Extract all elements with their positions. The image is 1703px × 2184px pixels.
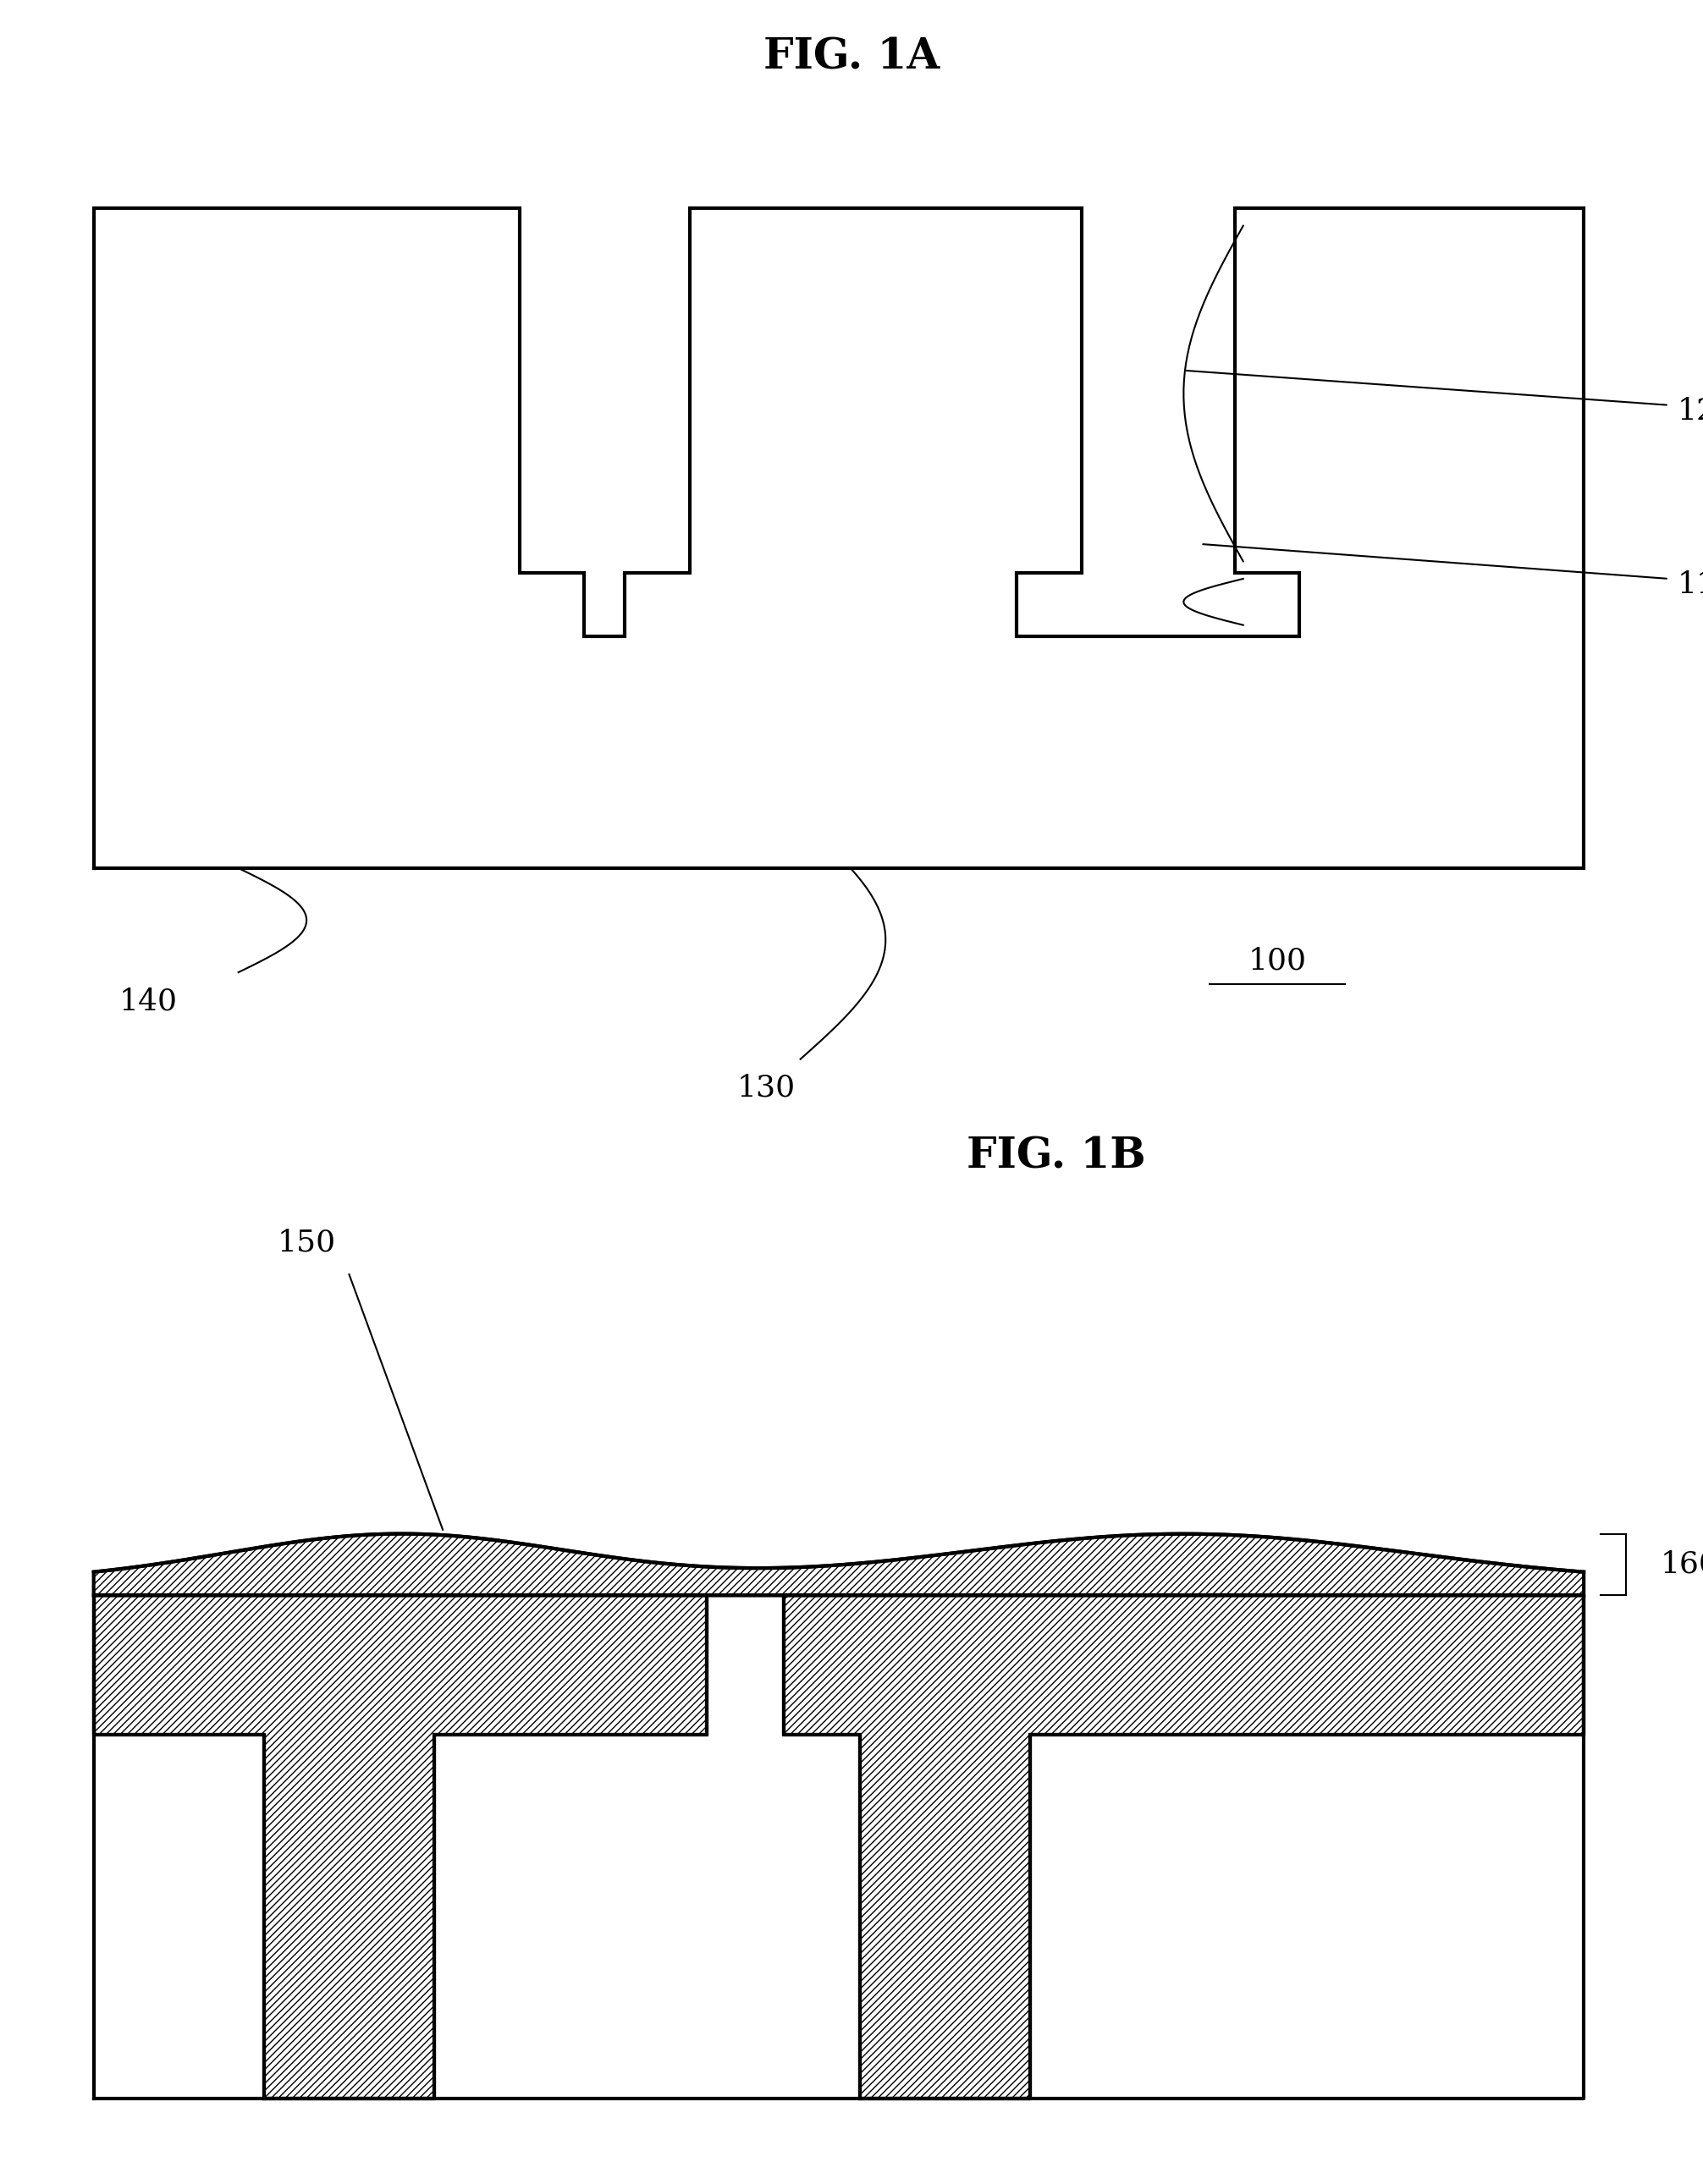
Text: 110: 110: [1677, 570, 1703, 598]
Text: FIG. 1B: FIG. 1B: [966, 1136, 1146, 1177]
Text: 140: 140: [119, 987, 177, 1016]
Polygon shape: [94, 1594, 1584, 2099]
Text: 150: 150: [278, 1227, 335, 1256]
Text: 100: 100: [1248, 946, 1306, 974]
Text: FIG. 1A: FIG. 1A: [763, 37, 940, 79]
Text: 160: 160: [1660, 1551, 1703, 1579]
Polygon shape: [783, 1594, 1584, 2099]
Text: 120: 120: [1677, 397, 1703, 426]
Polygon shape: [94, 207, 1584, 867]
Polygon shape: [94, 1533, 1584, 1594]
Text: 130: 130: [737, 1075, 795, 1103]
Polygon shape: [94, 1594, 707, 2099]
